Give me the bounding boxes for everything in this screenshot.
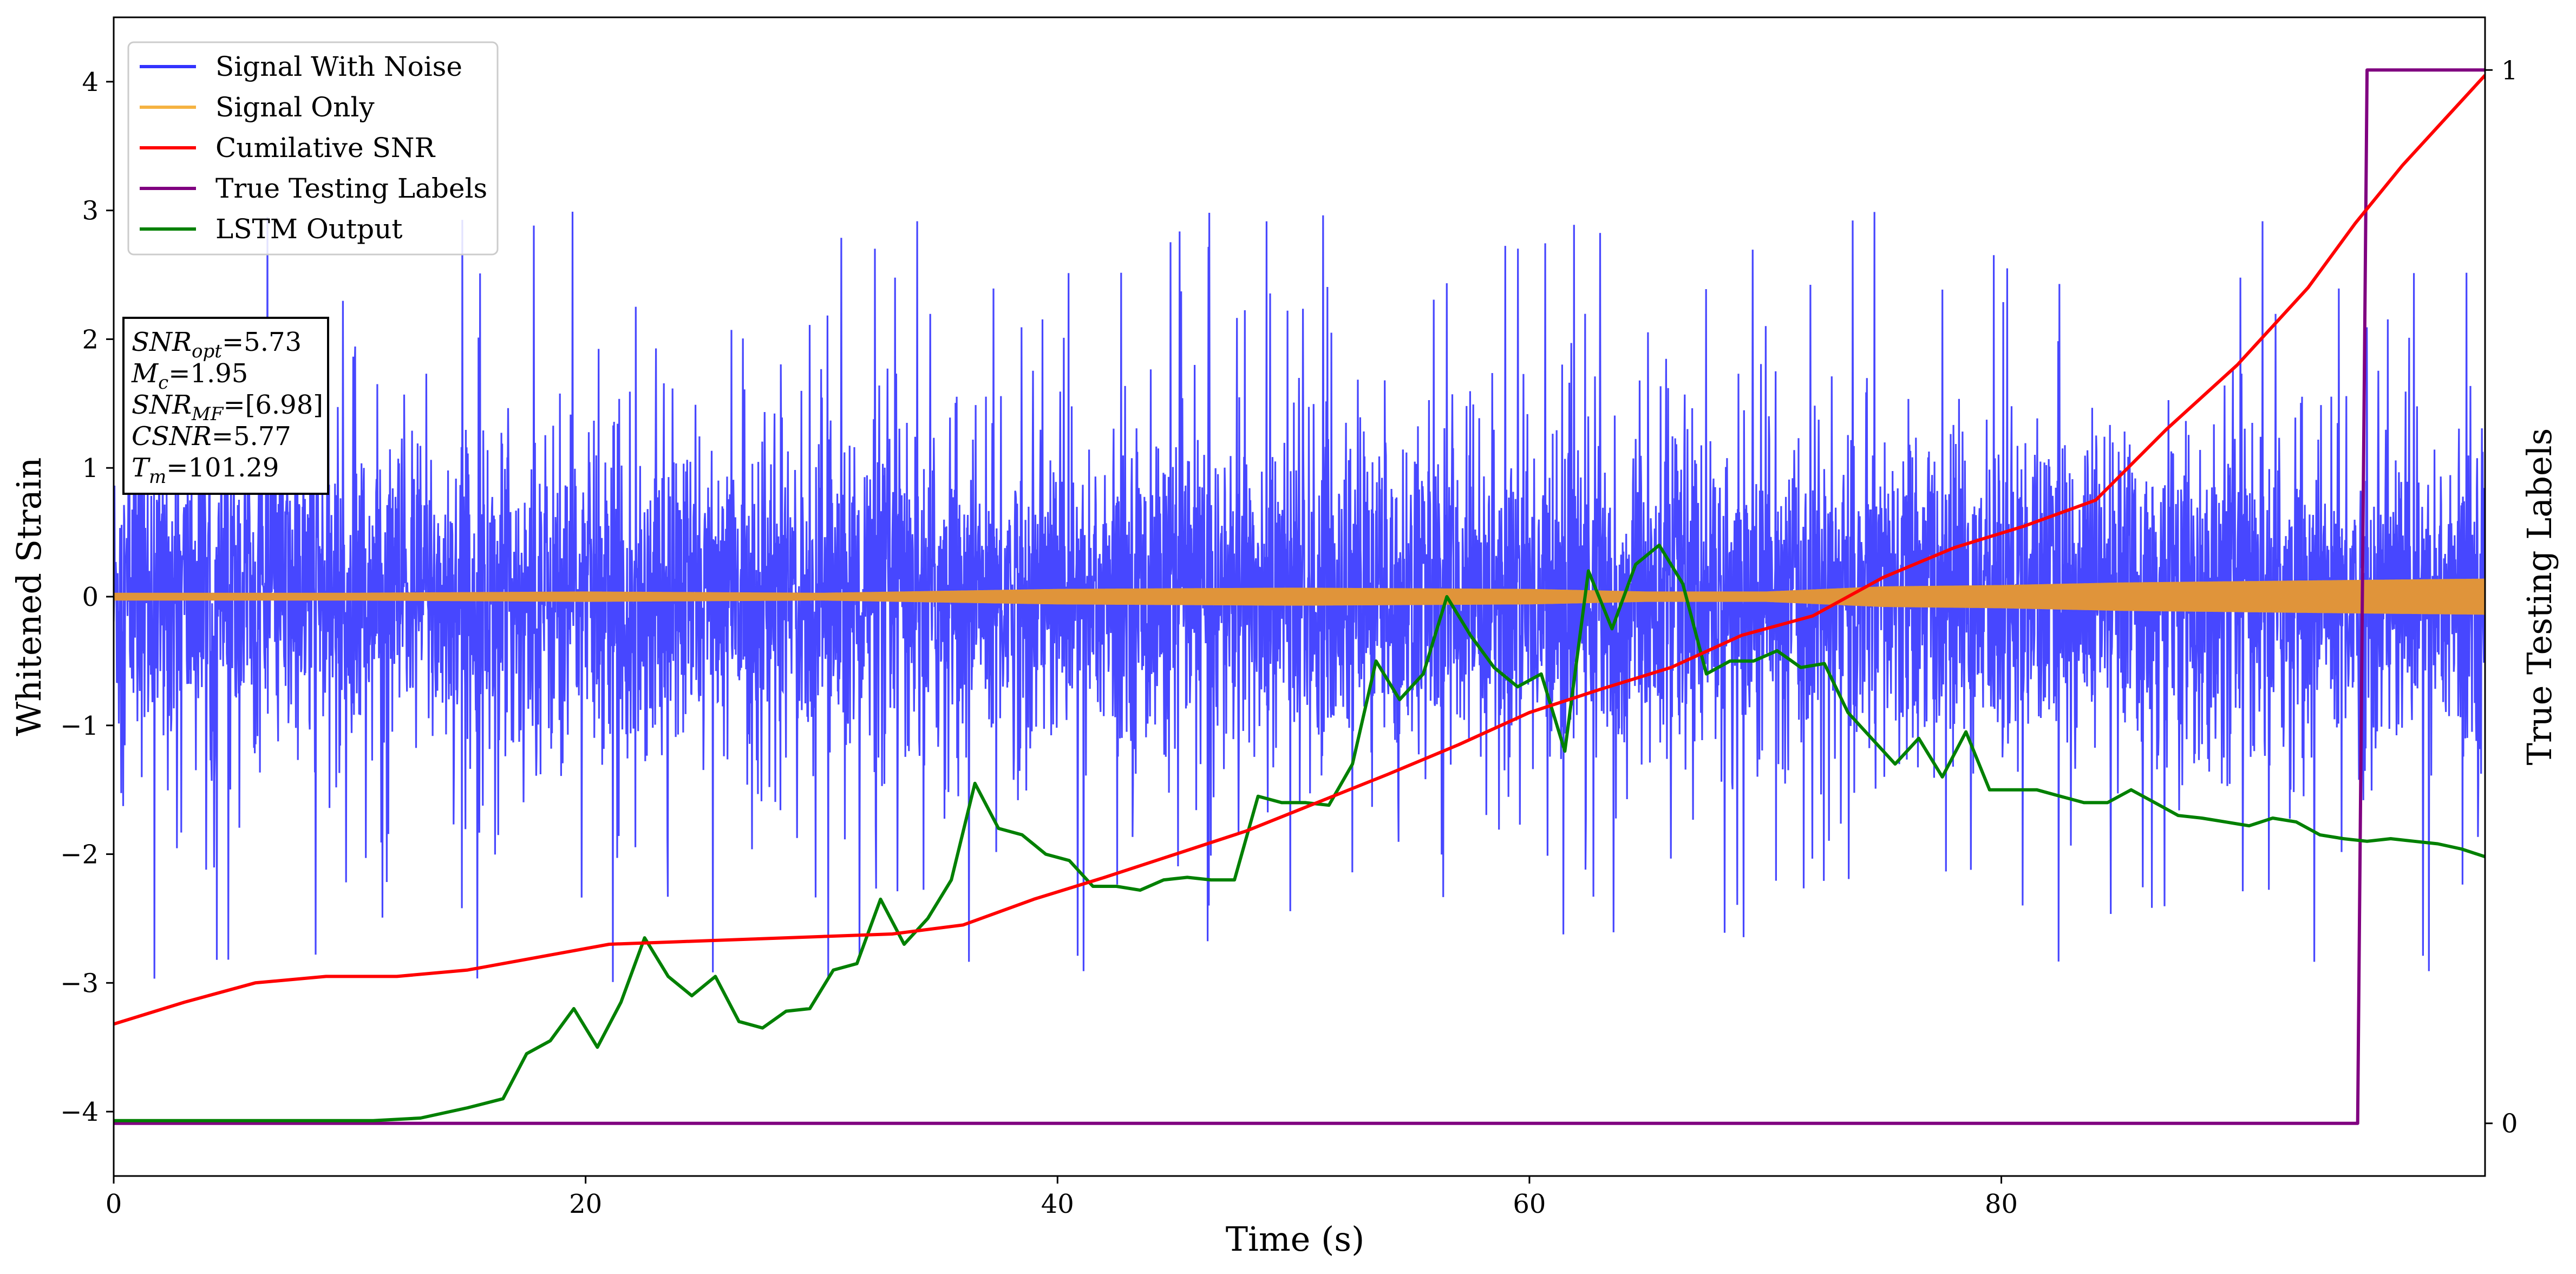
- legend-label: Signal Only: [215, 92, 375, 123]
- y-tick-label: −4: [60, 1097, 99, 1127]
- x-tick-label: 20: [569, 1189, 602, 1219]
- right-tick-label: 1: [2501, 55, 2518, 86]
- y-tick-label: 0: [82, 582, 99, 612]
- legend-label: Signal With Noise: [215, 51, 462, 82]
- legend-box: [127, 41, 499, 256]
- y-tick-label: 4: [82, 67, 99, 97]
- x-tick-label: 80: [1985, 1189, 2018, 1219]
- y-tick-label: −3: [60, 968, 99, 998]
- x-tick-label: 0: [106, 1189, 122, 1219]
- right-axis: 01: [2485, 55, 2518, 1139]
- y-tick-label: 2: [82, 324, 99, 355]
- legend: Signal With Noise Signal Only Cumilative S…: [127, 41, 499, 256]
- legend-label: True Testing Labels: [215, 173, 487, 204]
- left-axis: −4 −3 −2 −1 0 1 2 3 4: [60, 67, 114, 1127]
- parameter-box-frame: [122, 317, 329, 495]
- series-layer: [114, 68, 2485, 1125]
- y-tick-label: 1: [82, 453, 99, 484]
- legend-label: LSTM Output: [215, 213, 402, 245]
- x-axis: 0 20 40 60 80: [106, 1176, 2018, 1219]
- parameter-box: SNRopt=5.73Mc=1.95SNRMF=[6.98]CSNR=5.77T…: [122, 317, 329, 495]
- y-tick-label: 3: [82, 196, 99, 226]
- parameter-line: SNRMF=[6.98]: [132, 390, 323, 425]
- x-tick-label: 60: [1513, 1189, 1546, 1219]
- parameter-line: SNRopt=5.73: [132, 327, 302, 362]
- x-tick-label: 40: [1041, 1189, 1074, 1219]
- y-axis-label: Whitened Strain: [9, 458, 49, 736]
- series-signal-only: [114, 578, 2485, 615]
- y-tick-label: −1: [60, 711, 99, 741]
- right-tick-label: 0: [2501, 1109, 2518, 1139]
- parameter-line: Mc=1.95: [131, 358, 248, 394]
- series-lstm-output: [114, 543, 2485, 1122]
- series-cumilative-snr: [114, 74, 2485, 1026]
- y-tick-label: −2: [60, 840, 99, 870]
- right-axis-label: True Testing Labels: [2520, 428, 2559, 766]
- series-true-testing-labels: [114, 68, 2485, 1125]
- parameter-line: CSNR=5.77: [132, 421, 291, 452]
- series-signal-with-noise: [114, 211, 2485, 982]
- legend-label: Cumilative SNR: [215, 132, 435, 164]
- parameter-line: Tm=101.29: [132, 453, 279, 488]
- x-axis-label: Time (s): [1226, 1219, 1365, 1259]
